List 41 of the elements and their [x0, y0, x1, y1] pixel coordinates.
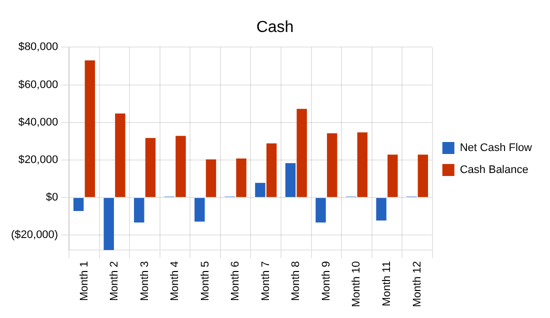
- bar: [236, 158, 246, 198]
- y-tick-label: ($20,000): [10, 229, 58, 242]
- bar: [73, 198, 84, 212]
- x-tick-label: Month 5: [199, 261, 212, 301]
- bar: [418, 154, 428, 198]
- x-tick-label: Month 3: [138, 261, 151, 301]
- bar: [145, 138, 156, 198]
- bar: [104, 198, 114, 250]
- bar: [134, 198, 144, 223]
- x-tick-label: Month 6: [230, 261, 242, 301]
- y-tick-label: $20,000: [18, 154, 58, 166]
- x-tick-label: Month 12: [411, 261, 424, 308]
- y-tick-label: $60,000: [18, 78, 58, 91]
- chart-title: Cash: [256, 19, 294, 36]
- bar: [176, 136, 186, 198]
- bar: [194, 198, 205, 222]
- bar: [357, 132, 368, 198]
- y-tick-label: $0: [46, 192, 58, 204]
- x-tick-label: Month 1: [78, 261, 90, 301]
- y-tick-label: $80,000: [18, 41, 58, 54]
- x-tick-label: Month 7: [260, 261, 272, 301]
- x-tick-label: Month 9: [320, 261, 332, 301]
- bar: [206, 159, 216, 198]
- bar: [285, 163, 296, 198]
- y-tick-label: $40,000: [18, 116, 58, 128]
- bar: [388, 154, 398, 198]
- x-tick-label: Month 11: [380, 261, 393, 306]
- bar: [255, 182, 266, 198]
- bar: [316, 198, 326, 223]
- bar: [84, 60, 96, 198]
- x-tick-label: Month 2: [108, 261, 121, 301]
- bar: [115, 114, 126, 198]
- x-tick-label: Month 10: [350, 261, 363, 308]
- bar: [376, 198, 386, 220]
- x-tick-label: Month 4: [169, 261, 182, 301]
- bar: [266, 143, 277, 198]
- legend-label: Net Cash Flow: [460, 142, 532, 154]
- legend-label: Cash Balance: [460, 164, 528, 176]
- bar: [296, 108, 307, 198]
- bar: [326, 133, 338, 198]
- x-tick-label: Month 8: [290, 261, 302, 301]
